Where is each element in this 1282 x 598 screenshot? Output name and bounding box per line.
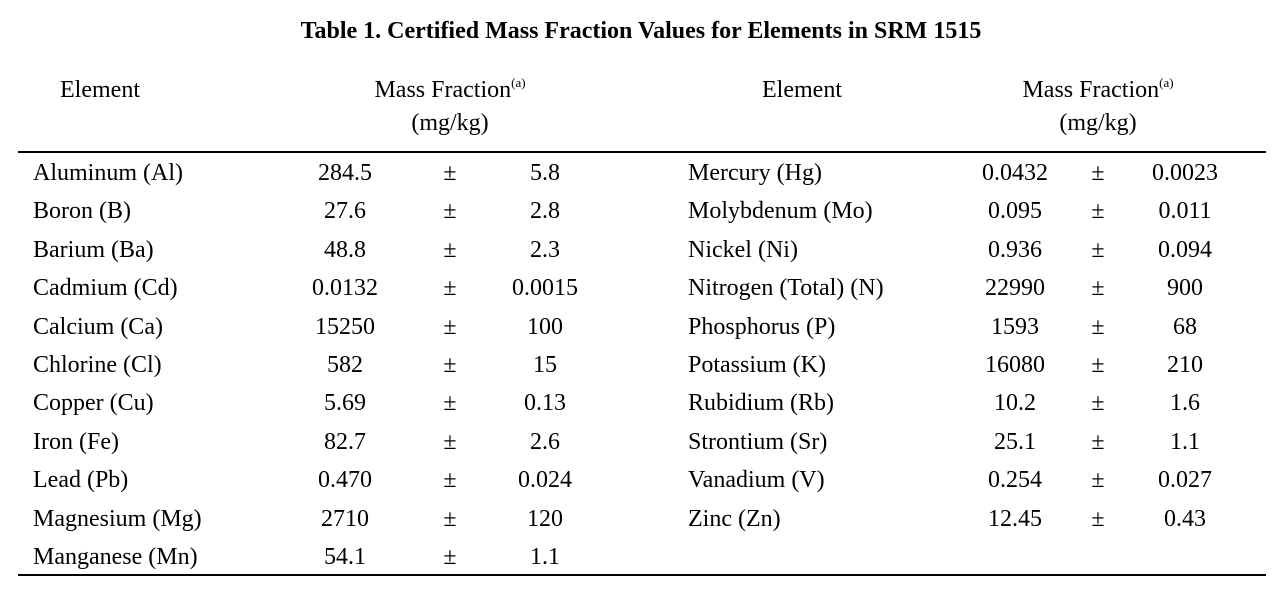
mass-fraction-value: 0.470	[318, 467, 372, 494]
plus-minus-symbol: ±	[443, 467, 457, 494]
uncertainty-value: 0.43	[1164, 505, 1206, 532]
mass-fraction-value: 82.7	[324, 428, 366, 455]
header-rule	[18, 151, 1266, 153]
plus-minus-symbol: ±	[443, 428, 457, 455]
units-label: (mg/kg)	[1059, 110, 1137, 136]
element-name: Manganese (Mn)	[33, 544, 198, 570]
plus-minus-symbol: ±	[443, 275, 457, 302]
uncertainty-value: 0.0015	[512, 275, 578, 302]
uncertainty-value: 100	[527, 313, 563, 340]
element-header-label: Element	[60, 77, 140, 103]
mass-fraction-value: 12.45	[988, 505, 1042, 532]
element-name: Lead (Pb)	[33, 467, 129, 494]
uncertainty-value: 2.6	[530, 428, 560, 455]
plus-minus-symbol: ±	[1091, 352, 1105, 378]
uncertainty-value: 0.024	[518, 467, 572, 494]
mass-fraction-value: 22990	[985, 275, 1045, 302]
uncertainty-value: 0.011	[1158, 198, 1212, 225]
element-header-label: Element	[762, 77, 842, 103]
uncertainty-value: 15	[533, 352, 557, 378]
element-name: Nickel (Ni)	[688, 236, 798, 263]
uncertainty-value: 1.1	[1170, 428, 1200, 455]
plus-minus-symbol: ±	[1091, 428, 1105, 455]
mass-fraction-column-header-right: Mass Fraction(a) (mg/kg)	[978, 75, 1218, 139]
element-name: Vanadium (V)	[688, 467, 825, 494]
element-name: Zinc (Zn)	[688, 505, 781, 532]
table-title: Table 1. Certified Mass Fraction Values …	[300, 18, 982, 44]
uncertainty-value: 0.094	[1158, 236, 1212, 263]
element-name: Molybdenum (Mo)	[688, 198, 873, 225]
bottom-rule	[18, 574, 1266, 576]
uncertainty-value: 210	[1167, 352, 1203, 378]
mass-fraction-value: 0.095	[988, 198, 1042, 225]
plus-minus-symbol: ±	[443, 236, 457, 263]
element-name: Potassium (K)	[688, 352, 826, 378]
uncertainty-value: 2.8	[530, 198, 560, 225]
plus-minus-symbol: ±	[443, 505, 457, 532]
element-column-header-left: Element	[40, 75, 160, 106]
element-name: Cadmium (Cd)	[33, 275, 178, 302]
mass-fraction-label: Mass Fraction	[1022, 77, 1160, 103]
plus-minus-symbol: ±	[1091, 313, 1105, 340]
uncertainty-value: 0.0023	[1152, 160, 1218, 186]
plus-minus-symbol: ±	[1091, 236, 1105, 263]
element-name: Strontium (Sr)	[688, 428, 828, 455]
mass-fraction-value: 54.1	[324, 544, 366, 570]
uncertainty-value: 68	[1173, 313, 1197, 340]
mass-fraction-value: 284.5	[318, 160, 372, 186]
plus-minus-symbol: ±	[1091, 275, 1105, 302]
element-name: Chlorine (Cl)	[33, 352, 162, 378]
element-name: Boron (B)	[33, 198, 131, 225]
footnote-marker: (a)	[511, 75, 526, 90]
footnote-marker: (a)	[1159, 75, 1174, 90]
element-name: Mercury (Hg)	[688, 160, 822, 186]
mass-fraction-value: 27.6	[324, 198, 366, 225]
uncertainty-value: 1.6	[1170, 390, 1200, 417]
element-name: Phosphorus (P)	[688, 313, 836, 340]
plus-minus-symbol: ±	[1091, 467, 1105, 494]
mass-fraction-value: 0.936	[988, 236, 1042, 263]
mass-fraction-value: 0.0132	[312, 275, 378, 302]
element-column-header-right: Element	[742, 75, 862, 106]
mass-fraction-value: 582	[327, 352, 363, 378]
uncertainty-value: 0.13	[524, 390, 566, 417]
mass-fraction-value: 15250	[315, 313, 375, 340]
mass-fraction-value: 5.69	[324, 390, 366, 417]
element-name: Nitrogen (Total) (N)	[688, 275, 884, 302]
plus-minus-symbol: ±	[443, 313, 457, 340]
element-name: Rubidium (Rb)	[688, 390, 835, 417]
mass-fraction-value: 25.1	[994, 428, 1036, 455]
plus-minus-symbol: ±	[443, 390, 457, 417]
element-name: Iron (Fe)	[33, 428, 119, 455]
plus-minus-symbol: ±	[1091, 390, 1105, 417]
uncertainty-value: 900	[1167, 275, 1203, 302]
plus-minus-symbol: ±	[1091, 505, 1105, 532]
plus-minus-symbol: ±	[443, 352, 457, 378]
plus-minus-symbol: ±	[443, 544, 457, 570]
plus-minus-symbol: ±	[443, 198, 457, 225]
uncertainty-value: 0.027	[1158, 467, 1212, 494]
mass-fraction-value: 48.8	[324, 236, 366, 263]
plus-minus-symbol: ±	[443, 160, 457, 186]
mass-fraction-label: Mass Fraction	[374, 77, 512, 103]
element-name: Barium (Ba)	[33, 236, 154, 263]
uncertainty-value: 1.1	[530, 544, 560, 570]
uncertainty-value: 2.3	[530, 236, 560, 263]
plus-minus-symbol: ±	[1091, 198, 1105, 225]
units-label: (mg/kg)	[411, 110, 489, 136]
mass-fraction-column-header-left: Mass Fraction(a) (mg/kg)	[330, 75, 570, 139]
mass-fraction-value: 2710	[321, 505, 369, 532]
uncertainty-value: 120	[527, 505, 563, 532]
mass-fraction-value: 10.2	[994, 390, 1036, 417]
element-name: Aluminum (Al)	[33, 160, 183, 186]
mass-fraction-value: 0.0432	[982, 160, 1048, 186]
plus-minus-symbol: ±	[1091, 160, 1105, 186]
mass-fraction-value: 1593	[991, 313, 1039, 340]
element-name: Copper (Cu)	[33, 390, 154, 417]
uncertainty-value: 5.8	[530, 160, 560, 186]
mass-fraction-value: 16080	[985, 352, 1045, 378]
mass-fraction-value: 0.254	[988, 467, 1042, 494]
element-name: Calcium (Ca)	[33, 313, 163, 340]
element-name: Magnesium (Mg)	[33, 505, 202, 532]
